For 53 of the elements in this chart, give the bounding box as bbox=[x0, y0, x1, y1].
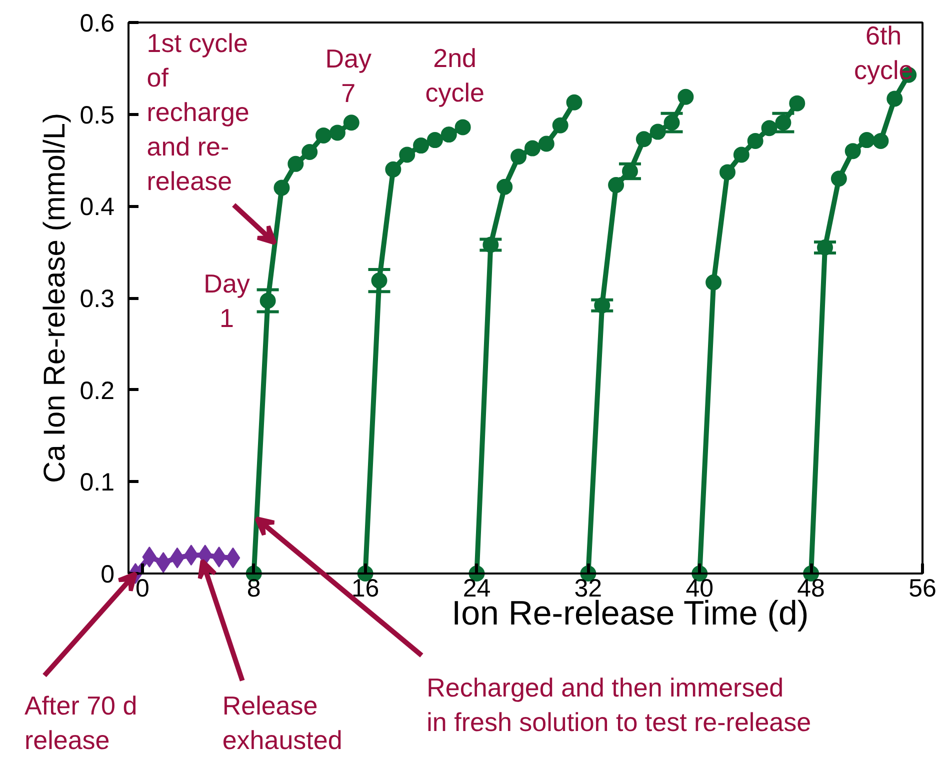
point bbox=[719, 164, 736, 180]
annotation: Recharged and then immersed in fresh solution to test re-release bbox=[426, 672, 812, 737]
y-tick-label: 0.4 bbox=[80, 193, 115, 222]
x-tick-label: 8 bbox=[246, 574, 261, 602]
point bbox=[274, 180, 290, 196]
y-tick-label: 0.6 bbox=[80, 10, 115, 38]
x-tick-label: 16 bbox=[351, 574, 380, 602]
y-tick-label: 0.3 bbox=[80, 285, 115, 313]
point bbox=[886, 90, 903, 107]
point bbox=[650, 124, 666, 140]
point bbox=[496, 178, 513, 195]
annotation: Release exhausted bbox=[222, 690, 342, 756]
annotation: 1st cycle of recharge and re- release bbox=[146, 28, 250, 196]
annotation: 6th cycle bbox=[854, 20, 914, 86]
y-axis-title: Ca Ion Re-release (mmol/L) bbox=[38, 112, 72, 484]
point bbox=[302, 144, 318, 160]
x-tick-label: 56 bbox=[908, 574, 936, 602]
point bbox=[733, 146, 750, 163]
y-tick-label: 0.2 bbox=[80, 376, 115, 405]
point bbox=[830, 170, 847, 187]
point bbox=[316, 127, 332, 144]
point bbox=[706, 274, 722, 290]
point bbox=[872, 132, 889, 149]
point bbox=[566, 94, 582, 110]
point bbox=[413, 138, 430, 154]
point bbox=[636, 131, 652, 148]
point bbox=[510, 148, 527, 165]
y-tick-label: 0.1 bbox=[80, 468, 115, 497]
point bbox=[789, 95, 806, 112]
point bbox=[761, 120, 778, 136]
point bbox=[343, 114, 360, 131]
annotation: 2nd cycle bbox=[425, 42, 484, 108]
point bbox=[385, 161, 402, 178]
annotation: After 70 d release bbox=[24, 690, 138, 755]
point bbox=[747, 132, 764, 149]
x-tick-label: 24 bbox=[462, 574, 491, 602]
annotation: Day 7 bbox=[325, 43, 372, 108]
point bbox=[329, 124, 346, 141]
point bbox=[399, 146, 416, 163]
point bbox=[858, 132, 875, 148]
annotation: Day 1 bbox=[204, 268, 250, 334]
point bbox=[844, 143, 861, 160]
y-tick-label: 0.5 bbox=[80, 101, 115, 130]
point bbox=[552, 117, 568, 134]
point bbox=[524, 140, 540, 156]
point bbox=[288, 156, 304, 172]
x-tick-label: 0 bbox=[135, 574, 150, 602]
point bbox=[440, 126, 457, 143]
point bbox=[678, 88, 694, 105]
point bbox=[538, 136, 554, 152]
point bbox=[608, 177, 624, 194]
point bbox=[426, 132, 443, 148]
point bbox=[454, 119, 471, 136]
